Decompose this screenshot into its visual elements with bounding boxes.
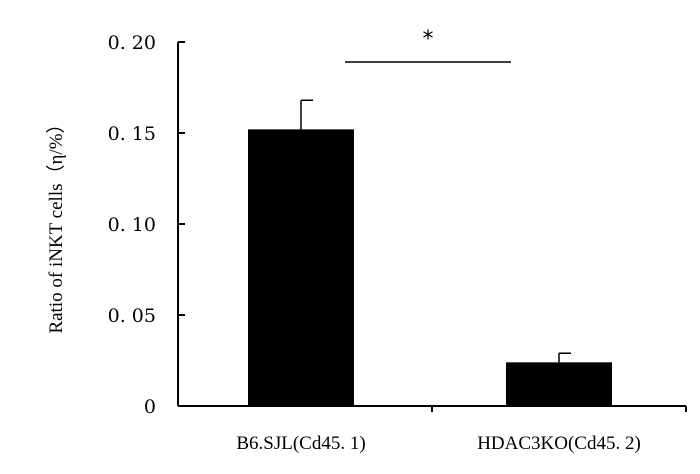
x-tick-label: HDAC3KO(Cd45. 2) [477, 433, 641, 454]
x-tick-label: B6.SJL(Cd45. 1) [236, 433, 365, 454]
x-tick-labels: B6.SJL(Cd45. 1) HDAC3KO(Cd45. 2) [236, 433, 640, 454]
bar [248, 129, 354, 407]
significance-marker: * [345, 27, 511, 63]
bars [248, 129, 612, 407]
error-bars [300, 99, 571, 363]
y-tick-label: 0. 15 [108, 123, 156, 145]
bar [506, 362, 612, 406]
y-tick-label: 0. 20 [108, 32, 156, 54]
y-tick-label: 0 [144, 396, 156, 418]
y-tick-label: 0. 10 [108, 214, 156, 236]
y-tick-label: 0. 05 [108, 305, 156, 327]
y-axis-label: Ratio of iNKT cells（η/%） [45, 114, 67, 333]
significance-star: * [423, 27, 434, 52]
y-ticks: 0 0. 05 0. 10 0. 15 0. 20 [108, 32, 185, 418]
